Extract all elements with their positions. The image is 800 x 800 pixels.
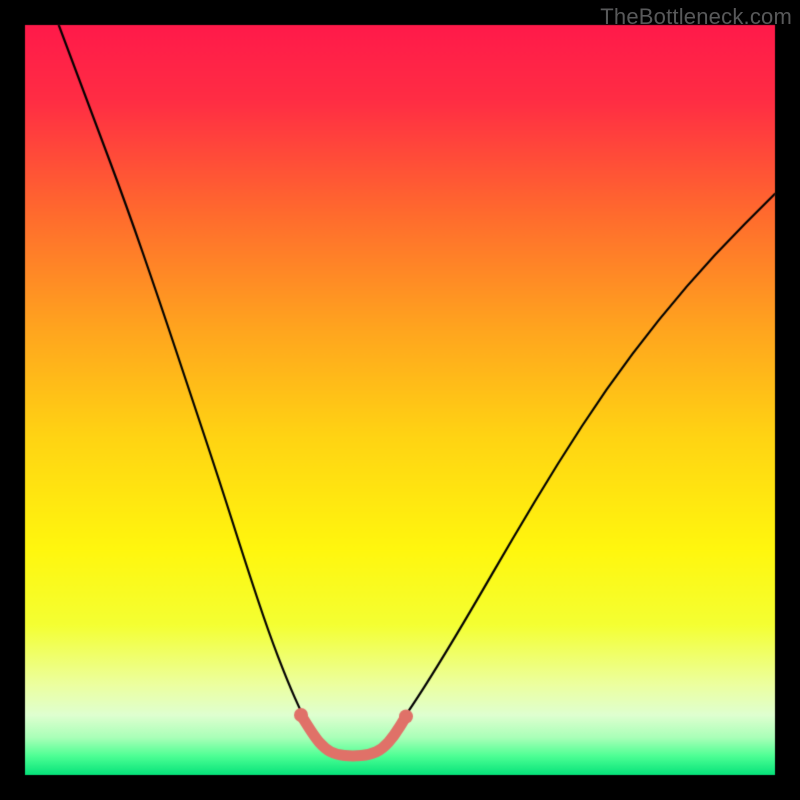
chart-container: TheBottleneck.com: [0, 0, 800, 800]
bottleneck-curve: [0, 0, 800, 800]
watermark-text: TheBottleneck.com: [600, 4, 792, 30]
